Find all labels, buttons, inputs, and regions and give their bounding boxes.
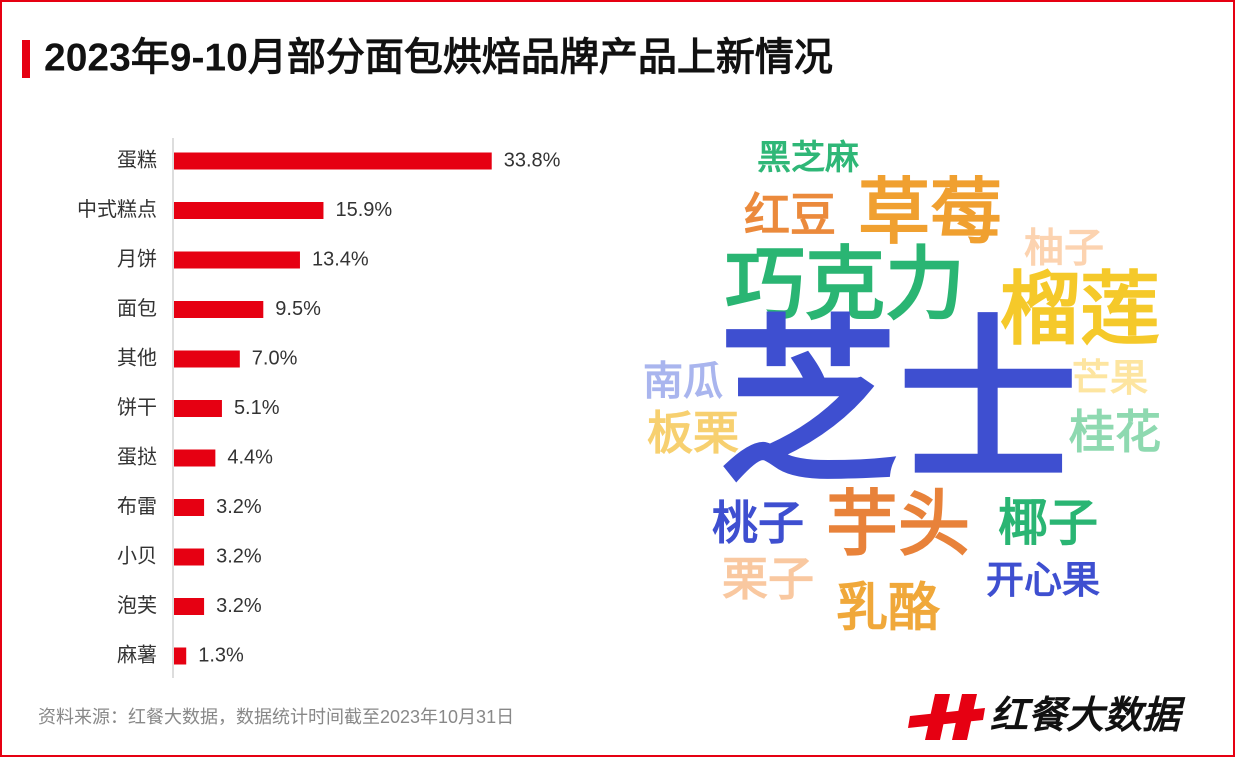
value-label: 4.4%	[227, 446, 273, 468]
word: 芋头	[826, 485, 970, 565]
value-label: 1.3%	[198, 644, 244, 666]
word: 巧克力	[725, 240, 965, 329]
value-label: 7.0%	[252, 347, 298, 369]
word: 芒果	[1072, 358, 1148, 400]
y-tick-label: 蛋糕	[117, 148, 157, 171]
value-label: 33.8%	[504, 149, 561, 171]
value-label: 13.4%	[312, 248, 369, 270]
word: 榴莲	[1000, 265, 1160, 354]
value-label: 3.2%	[216, 496, 262, 518]
word: 红豆	[744, 189, 836, 241]
bar	[174, 301, 264, 318]
word-cloud: 黑芝麻 红豆 草莓 柚子 巧克力 榴莲 芝士 南瓜 芒果 板栗 桂花 桃子 芋头…	[643, 139, 1161, 638]
word: 南瓜	[643, 360, 723, 404]
y-tick-label: 麻薯	[117, 643, 157, 666]
y-tick-label: 面包	[117, 297, 157, 320]
bars: 蛋糕 33.8% 中式糕点 15.9% 月饼 13.4% 面包 9.5% 其他 7.0% 饼干 5.1…	[77, 148, 561, 666]
value-label: 9.5%	[275, 298, 321, 320]
logo-text: 红餐大数据	[990, 695, 1186, 737]
value-label: 3.2%	[216, 595, 262, 617]
word: 开心果	[986, 560, 1100, 602]
word: 乳酪	[836, 580, 941, 638]
y-tick-label: 小贝	[117, 544, 157, 567]
word: 桂花	[1069, 406, 1161, 458]
value-label: 5.1%	[234, 397, 280, 419]
bar	[174, 449, 216, 467]
bar	[174, 152, 492, 170]
y-tick-label: 蛋挞	[117, 445, 157, 468]
title-marker	[22, 40, 30, 78]
y-tick-label: 其他	[117, 346, 157, 369]
value-label: 15.9%	[335, 199, 392, 221]
bar	[174, 251, 300, 269]
bar	[174, 647, 187, 665]
bar	[174, 499, 205, 516]
y-tick-label: 饼干	[117, 396, 157, 419]
y-tick-label: 中式糕点	[77, 198, 157, 221]
word: 草莓	[858, 173, 1002, 253]
word: 芝士	[718, 304, 1078, 505]
bar	[174, 350, 240, 368]
source-note: 资料来源：红餐大数据，数据统计时间截至2023年10月31日	[38, 707, 514, 727]
value-label: 3.2%	[216, 545, 262, 567]
word: 柚子	[1024, 227, 1104, 271]
y-tick-label: 布雷	[117, 495, 157, 518]
y-tick-label: 月饼	[117, 247, 157, 270]
bar	[174, 598, 205, 615]
logo-icon	[908, 694, 985, 740]
bar	[174, 548, 205, 566]
word: 椰子	[998, 495, 1098, 551]
y-tick-label: 泡芙	[117, 594, 157, 617]
word: 栗子	[722, 553, 814, 605]
chart-title: 2023年9-10月部分面包烘焙品牌产品上新情况	[44, 36, 833, 79]
word: 桃子	[712, 497, 804, 549]
word: 黑芝麻	[757, 139, 859, 177]
bar	[174, 202, 324, 219]
word: 板栗	[647, 407, 739, 459]
bar	[174, 400, 222, 417]
